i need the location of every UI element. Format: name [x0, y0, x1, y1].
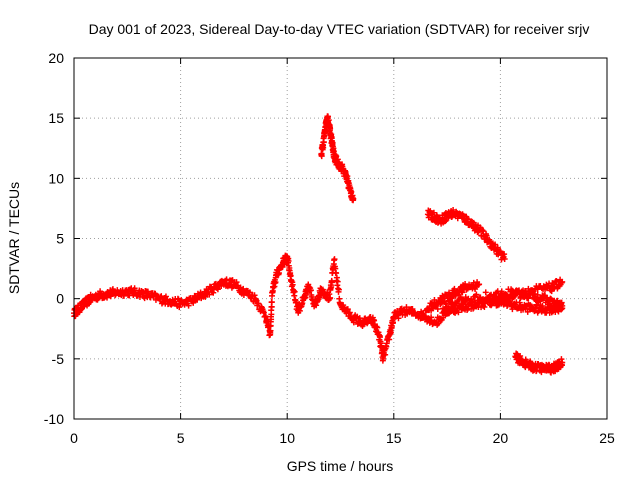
marker-band [468, 218, 482, 236]
series-high-arc-1 [318, 113, 357, 204]
y-axis-label: SDTVAR / TECUs [6, 182, 22, 294]
marker-band [318, 286, 333, 303]
y-tick-label: -10 [44, 411, 64, 427]
data-point [433, 302, 440, 309]
marker-band [167, 295, 183, 311]
x-axis-label: GPS time / hours [287, 458, 394, 474]
marker-band [220, 276, 237, 291]
marker-band [331, 256, 344, 307]
marker-band [459, 211, 474, 229]
marker-band [434, 297, 460, 313]
marker-band [519, 288, 535, 302]
marker-band [380, 332, 393, 359]
x-ticks: 0 5 10 15 20 25 [70, 58, 615, 446]
marker-band [188, 289, 205, 306]
data-point [501, 255, 508, 262]
marker-band [551, 297, 565, 312]
marker-band [199, 283, 215, 300]
marker-band [540, 361, 555, 376]
x-tick-label: 20 [493, 430, 509, 446]
marker-band [438, 210, 450, 227]
series-upper-branch-b [433, 276, 566, 313]
data-point [559, 359, 566, 366]
marker-band [267, 289, 276, 336]
marker-band [508, 287, 525, 302]
y-tick-label: -5 [52, 351, 65, 367]
series-main-trace [71, 252, 566, 364]
chart-title: Day 001 of 2023, Sidereal Day-to-day VTE… [89, 21, 590, 37]
marker-band [369, 314, 382, 338]
x-tick-label: 15 [386, 430, 402, 446]
marker-band [124, 285, 141, 299]
y-tick-label: 10 [48, 170, 64, 186]
marker-band [288, 279, 301, 313]
data-point [559, 302, 566, 309]
marker-band [512, 350, 525, 367]
data-point [559, 278, 566, 285]
marker-band [530, 301, 546, 316]
series-middle-branch [486, 287, 566, 312]
marker-band [493, 244, 508, 263]
y-tick-label: 20 [48, 50, 64, 66]
marker-band [456, 291, 481, 305]
x-tick-label: 0 [70, 430, 78, 446]
x-tick-label: 5 [177, 430, 185, 446]
y-ticks: -10 -5 0 5 10 15 20 [44, 50, 607, 427]
series-upper-branch-a [422, 279, 483, 314]
marker-band [105, 286, 120, 300]
y-tick-label: 0 [56, 291, 64, 307]
marker-band [231, 279, 247, 299]
y-tick-label: 5 [56, 231, 64, 247]
data-series [71, 113, 566, 376]
x-tick-label: 25 [599, 430, 615, 446]
y-tick-label: 15 [48, 110, 64, 126]
marker-band [455, 301, 471, 316]
marker-band [97, 288, 111, 302]
series-high-arc-2 [424, 206, 508, 263]
marker-band [498, 288, 514, 305]
marker-band [88, 290, 103, 304]
data-point [476, 281, 483, 288]
marker-band [525, 358, 538, 374]
marker-band [487, 293, 503, 308]
data-point [350, 195, 357, 202]
x-tick-label: 10 [279, 430, 295, 446]
series-low-arc [512, 350, 566, 376]
marker-band [347, 185, 357, 204]
marker-band [242, 287, 258, 305]
